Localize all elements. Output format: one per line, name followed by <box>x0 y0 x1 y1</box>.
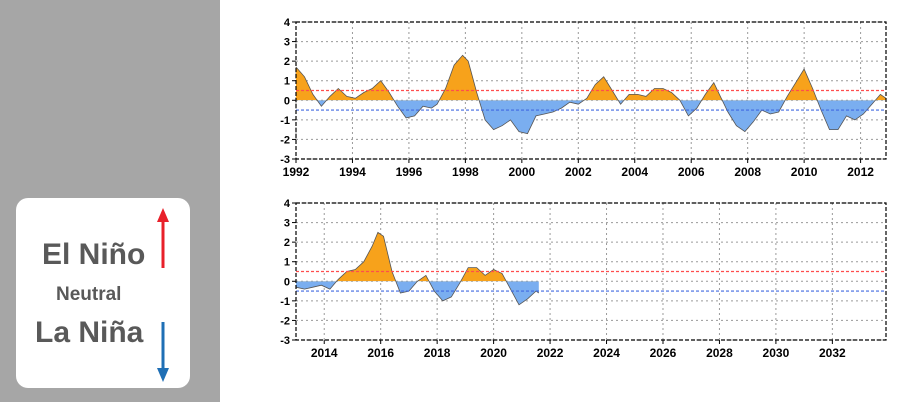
x-tick-label: 2014 <box>311 346 338 360</box>
y-tick-label: 1 <box>284 257 290 269</box>
enso-chart-2013-2033: -3 -2 -1 0 1 2 3 4 2014 2016 2018 2020 2022 2024 2026 2… <box>280 198 887 360</box>
x-tick-label: 2032 <box>819 346 846 360</box>
x-tick-label: 2002 <box>565 165 592 179</box>
la-nina-area <box>296 100 886 134</box>
oni-series-line <box>295 54 887 135</box>
y-tick-label: 1 <box>284 76 290 88</box>
x-tick-label: 2024 <box>593 346 620 360</box>
x-tick-label: 2012 <box>847 165 874 179</box>
y-tick-label: -3 <box>280 154 290 166</box>
x-tick-label: 1998 <box>452 165 479 179</box>
legend-card: El Niño Neutral La Niña <box>16 198 190 388</box>
x-tick-label: 2030 <box>763 346 790 360</box>
y-tick-label: 0 <box>284 276 290 288</box>
x-tick-label: 2018 <box>424 346 451 360</box>
y-tick-label: 4 <box>284 198 291 210</box>
la-nina-area <box>296 281 539 305</box>
el-nino-area <box>296 55 886 101</box>
el-nino-label: El Niño <box>42 238 146 271</box>
x-tick-label: 1996 <box>396 165 423 179</box>
y-tick-label: 3 <box>284 218 290 230</box>
x-tick-label: 2022 <box>537 346 564 360</box>
la-nina-label: La Niña <box>35 316 144 349</box>
x-tick-label: 2028 <box>706 346 733 360</box>
y-tick-label: -1 <box>280 296 290 308</box>
el-nino-area <box>336 232 507 282</box>
plot-frame <box>295 21 887 160</box>
neutral-label: Neutral <box>56 284 122 305</box>
x-tick-label: 2026 <box>650 346 677 360</box>
y-tick-label: -2 <box>280 134 290 146</box>
enso-chart-1992-2012: -3 -2 -1 0 1 2 3 4 1992 1994 1996 1998 2000 2002 2004 2… <box>280 17 887 179</box>
up-arrow-icon <box>157 208 169 268</box>
y-tick-label: -3 <box>280 335 290 347</box>
x-tick-label: 2020 <box>480 346 507 360</box>
down-arrow-icon <box>157 322 169 382</box>
x-tick-label: 1994 <box>339 165 366 179</box>
y-tick-label: 2 <box>284 56 290 68</box>
x-tick-label: 1992 <box>283 165 310 179</box>
x-tick-label: 2004 <box>621 165 648 179</box>
x-tick-label: 2010 <box>791 165 818 179</box>
oni-series-line <box>295 231 540 306</box>
y-tick-label: 2 <box>284 237 290 249</box>
plot-frame <box>295 202 887 341</box>
x-tick-label: 2000 <box>508 165 535 179</box>
y-tick-label: 3 <box>284 37 290 49</box>
x-tick-label: 2008 <box>734 165 761 179</box>
y-tick-label: 0 <box>284 95 290 107</box>
y-tick-label: -1 <box>280 115 290 127</box>
x-tick-label: 2006 <box>678 165 705 179</box>
y-tick-label: -2 <box>280 315 290 327</box>
sidebar-panel: El Niño Neutral La Niña <box>0 0 220 402</box>
y-tick-label: 4 <box>284 17 291 29</box>
x-tick-label: 2016 <box>367 346 394 360</box>
